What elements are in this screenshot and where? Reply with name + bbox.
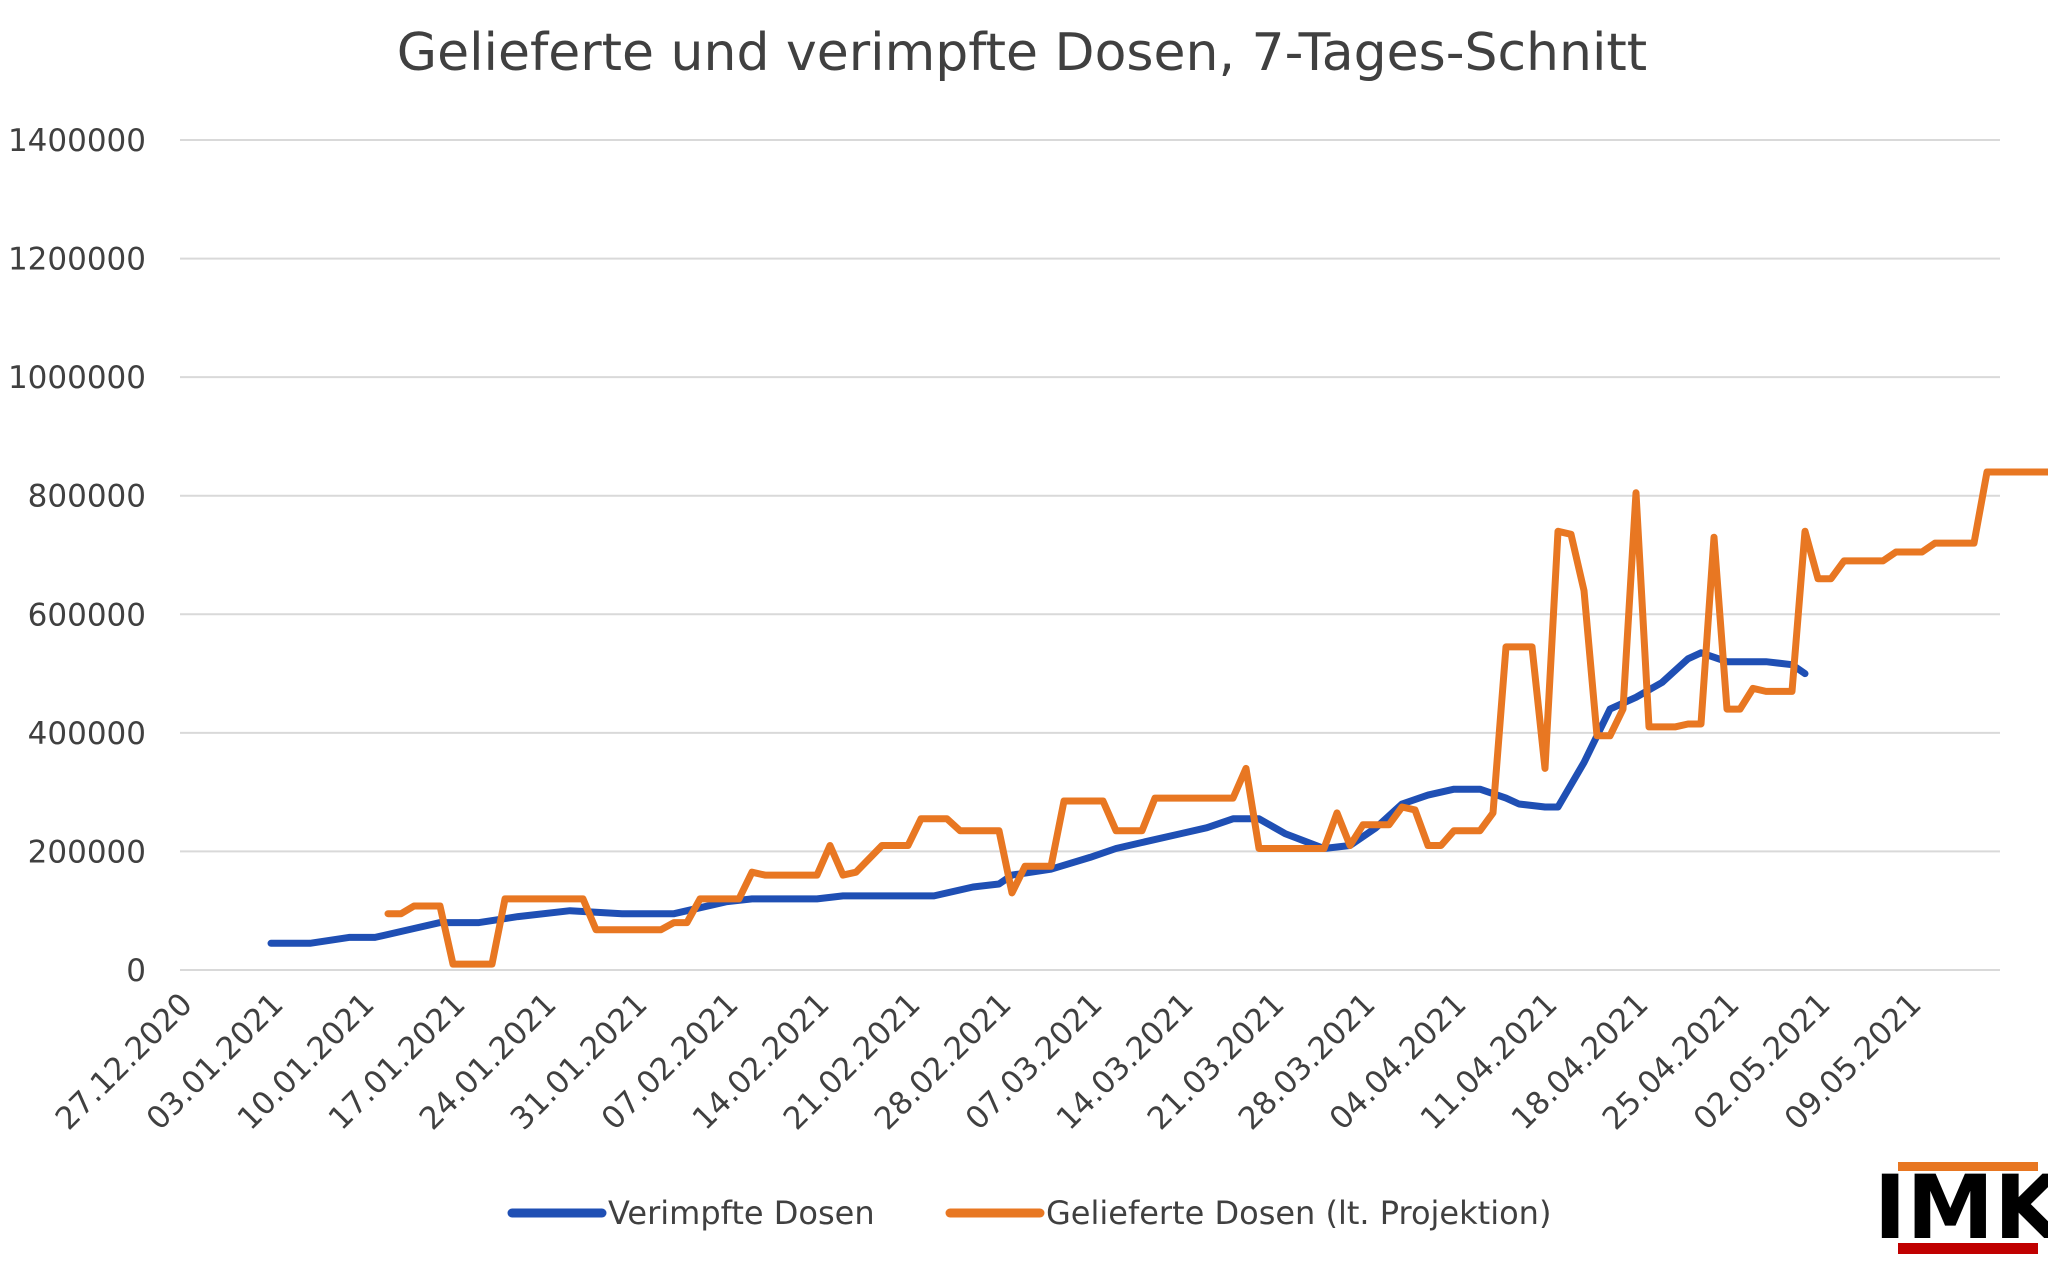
legend-item-gelieferte: Gelieferte Dosen (lt. Projektion) [945,1194,1551,1232]
logo-bar-bottom [1898,1243,2038,1254]
y-tick-label: 0 [126,953,146,989]
imk-logo: IMK [1874,1156,2048,1259]
legend-item-verimpfte: Verimpfte Dosen [507,1194,875,1232]
y-tick-label: 1400000 [8,123,146,159]
series-lines [267,468,2048,968]
logo-text: IMK [1874,1156,2048,1259]
legend-label-verimpfte: Verimpfte Dosen [608,1194,875,1232]
y-axis-ticks: 0 200000 400000 600000 800000 1000000 1200000 1… [8,123,146,989]
logo-bar-top [1898,1162,2038,1171]
y-tick-label: 1200000 [8,242,146,278]
y-tick-label: 800000 [28,479,146,515]
legend: Verimpfte Dosen Gelieferte Dosen (lt. Pr… [507,1194,1551,1232]
y-tick-label: 600000 [28,597,146,633]
grid-lines [180,139,2000,971]
legend-label-gelieferte: Gelieferte Dosen (lt. Projektion) [1046,1194,1551,1232]
series-line-verimpfte [267,649,1809,947]
series-line-gelieferte [384,468,2048,968]
y-tick-label: 1000000 [8,360,146,396]
chart-title: Gelieferte und verimpfte Dosen, 7-Tages-… [397,23,1647,83]
x-axis-ticks: 27.12.202003.01.202110.01.202117.01.2021… [49,986,1929,1137]
y-tick-label: 200000 [28,834,146,870]
y-tick-label: 400000 [28,716,146,752]
